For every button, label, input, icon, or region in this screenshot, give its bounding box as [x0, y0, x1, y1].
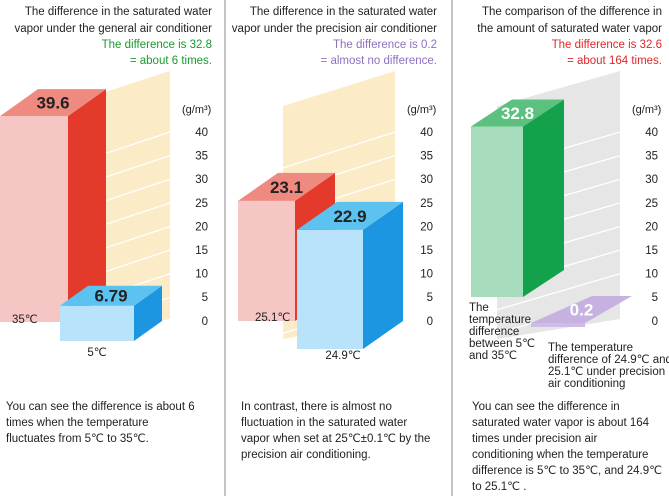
- y-tick-label: 25: [420, 198, 433, 210]
- gridline: [496, 320, 621, 358]
- bar-side-face: [523, 99, 564, 297]
- y-tick-label: 0: [427, 316, 433, 328]
- bar-category-label: The temperature: [548, 342, 633, 354]
- footer-note-line: fluctuation in the saturated water: [241, 417, 407, 429]
- y-tick-label: 15: [420, 245, 433, 257]
- y-tick-label: 40: [645, 127, 658, 139]
- bar-top-face: [531, 296, 632, 323]
- bar-top-face: [238, 172, 335, 201]
- panel-title-line: The difference in the saturated water: [250, 6, 437, 18]
- y-tick-label: 15: [195, 245, 208, 257]
- footer-note-line: times when the temperature: [6, 417, 149, 429]
- bar-front-face: [60, 305, 134, 341]
- y-tick-label: 5: [652, 292, 658, 304]
- bar-category-label: 35℃: [12, 314, 38, 326]
- y-tick-label: 15: [645, 245, 658, 257]
- bar-top-face: [297, 201, 403, 230]
- difference-note: = almost no difference.: [321, 55, 437, 67]
- panel-title-line: The comparison of the difference in: [482, 6, 662, 18]
- footer-note-line: saturated water vapor is about 164: [472, 417, 650, 429]
- bar-top-face: [60, 285, 162, 306]
- bar-category-label: difference: [469, 326, 519, 338]
- bar-category-label: 5℃: [87, 347, 106, 359]
- difference-note: The difference is 32.6: [552, 39, 662, 51]
- bar-category-label: between 5℃: [469, 338, 535, 350]
- bar-category-label: 24.9℃: [325, 350, 360, 362]
- y-tick-label: 35: [645, 151, 658, 163]
- panel-title-line: The difference in the saturated water: [25, 6, 212, 18]
- bar-value-label: 32.8: [501, 104, 534, 123]
- footer-note-line: You can see the difference is about 6: [6, 401, 195, 413]
- y-tick-label: 20: [195, 221, 208, 233]
- difference-note: = about 164 times.: [567, 55, 662, 67]
- y-tick-label: 30: [645, 174, 658, 186]
- bar-top-face: [471, 99, 564, 127]
- panel-title-line: the amount of saturated water vapor: [477, 23, 662, 35]
- panel-title-line: vapor under the general air conditioner: [14, 23, 212, 35]
- footer-note-line: In contrast, there is almost no: [241, 401, 392, 413]
- bar-side-face: [531, 323, 585, 327]
- bar-category-label: difference of 24.9℃ and: [548, 354, 669, 366]
- footer-note-line: precision air conditioning.: [241, 449, 371, 461]
- axis-unit-label: (g/m³): [407, 104, 436, 116]
- y-tick-label: 25: [645, 198, 658, 210]
- difference-note: The difference is 0.2: [333, 39, 437, 51]
- y-tick-label: 40: [195, 127, 208, 139]
- bar-top-face: [0, 89, 106, 117]
- bar-front-face: [238, 200, 295, 321]
- axis-unit-label: (g/m³): [182, 104, 211, 116]
- y-tick-label: 35: [420, 151, 433, 163]
- bar-category-label: 25.1℃: [255, 312, 290, 324]
- footer-note-line: to 25.1℃ .: [472, 481, 526, 493]
- bar-category-label: The: [469, 302, 489, 314]
- difference-note: = about 6 times.: [130, 55, 212, 67]
- y-tick-label: 30: [195, 174, 208, 186]
- y-tick-label: 5: [427, 292, 433, 304]
- panel-title-line: vapor under the precision air conditione…: [232, 23, 437, 35]
- footer-note-line: times under precision air: [472, 433, 597, 445]
- bar-side-face: [134, 285, 162, 341]
- bar-value-label: 0.2: [570, 301, 594, 320]
- y-tick-label: 10: [195, 269, 208, 281]
- y-tick-label: 35: [195, 151, 208, 163]
- bar-value-label: 22.9: [333, 207, 366, 226]
- bar-front-face: [0, 116, 68, 322]
- bar-value-label: 23.1: [270, 178, 303, 197]
- footer-note-line: conditioning when the temperature: [472, 449, 648, 461]
- bar-side-face: [68, 89, 106, 322]
- y-tick-label: 25: [195, 198, 208, 210]
- bar-category-label: air conditioning: [548, 378, 625, 390]
- axis-unit-label: (g/m³): [632, 104, 661, 116]
- gridline: [496, 273, 621, 311]
- bar-side-face: [363, 201, 403, 349]
- footer-note-line: vapor when set at 25℃±0.1℃ by the: [241, 433, 430, 445]
- y-tick-label: 5: [202, 292, 208, 304]
- y-tick-label: 10: [420, 269, 433, 281]
- y-tick-label: 10: [645, 269, 658, 281]
- y-tick-label: 20: [645, 221, 658, 233]
- bar-front-face: [471, 126, 523, 297]
- bar-category-label: and 35℃: [469, 350, 517, 362]
- bar-category-label: 25.1℃ under precision: [548, 366, 665, 378]
- bar-front-face: [297, 229, 363, 349]
- difference-note: The difference is 32.8: [102, 39, 212, 51]
- y-tick-label: 30: [420, 174, 433, 186]
- y-tick-label: 20: [420, 221, 433, 233]
- y-tick-label: 40: [420, 127, 433, 139]
- footer-note-line: difference is 5℃ to 35℃, and 24.9℃: [472, 465, 662, 477]
- y-tick-label: 0: [652, 316, 658, 328]
- bar-value-label: 6.79: [94, 287, 127, 306]
- footer-note-line: You can see the difference in: [472, 401, 620, 413]
- bar-value-label: 39.6: [36, 94, 69, 113]
- y-tick-label: 0: [202, 316, 208, 328]
- gridline: [282, 131, 396, 169]
- footer-note-line: fluctuates from 5℃ to 35℃.: [6, 433, 149, 445]
- bar-category-label: temperature: [469, 314, 531, 326]
